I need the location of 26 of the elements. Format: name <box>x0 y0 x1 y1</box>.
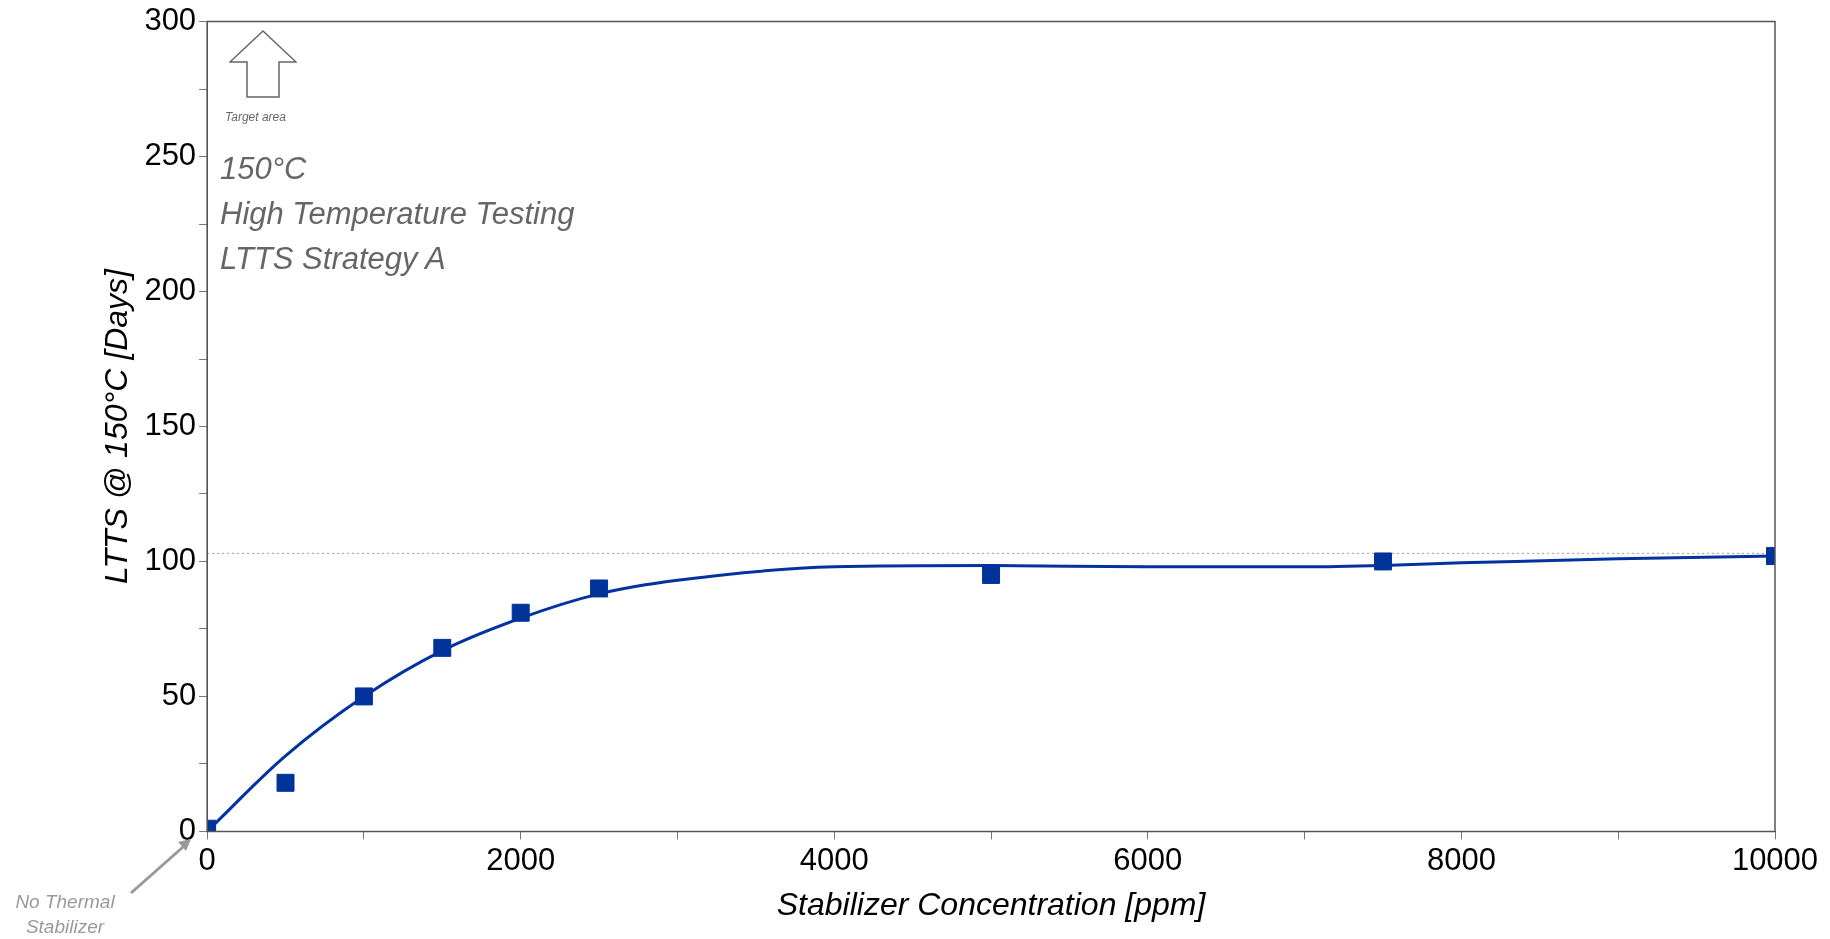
point <box>982 565 1001 584</box>
y-tick-label: 0 <box>178 811 197 847</box>
x-tick-label: 8000 <box>1426 841 1496 877</box>
x-tick-label: 2000 <box>486 841 556 877</box>
annotation: Target area <box>225 110 287 125</box>
annotation: 150°C <box>220 150 308 186</box>
point <box>590 579 609 598</box>
point <box>276 773 295 792</box>
y-tick-label: 300 <box>144 2 197 38</box>
y-axis-title: LTTS @ 150°C [Days] <box>98 267 135 584</box>
y-tick-label: 150 <box>144 407 197 443</box>
point <box>1374 552 1393 571</box>
annotation: High Temperature Testing <box>220 195 575 231</box>
text: No Thermal Stabilizer <box>15 891 116 938</box>
y-tick-label: 250 <box>144 137 197 173</box>
point <box>433 638 452 657</box>
x-tick-label: 6000 <box>1113 841 1183 877</box>
point <box>354 687 373 706</box>
x-tick-label: 4000 <box>799 841 869 877</box>
y-tick-label: 200 <box>144 272 197 308</box>
x-tick-label: 10000 <box>1731 841 1819 877</box>
y-tick-label: 100 <box>144 542 197 578</box>
annotation: LTTS Strategy A <box>220 240 446 276</box>
x-axis-title: Stabilizer Concentration [ppm] <box>776 885 1207 922</box>
y-tick-label: 50 <box>161 676 197 712</box>
point <box>511 603 530 622</box>
